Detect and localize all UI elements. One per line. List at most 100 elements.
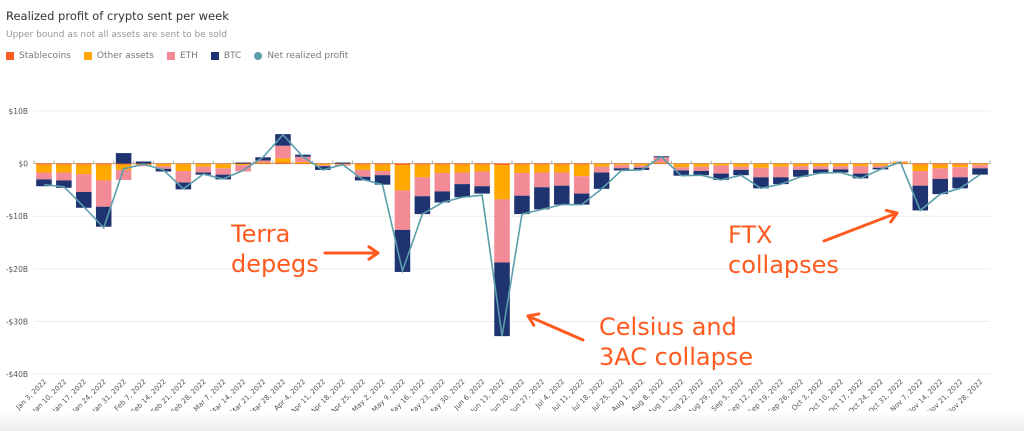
celsius-arrow-icon-head xyxy=(526,312,541,327)
celsius-arrow-icon xyxy=(526,314,585,342)
bar-eth xyxy=(633,165,650,168)
bar-eth xyxy=(494,199,510,263)
bar-other-assets xyxy=(155,164,172,167)
bar-stablecoins xyxy=(374,163,391,165)
annotation-terra-line-2: depegs xyxy=(231,250,319,278)
bar-eth xyxy=(573,176,590,194)
bar-stablecoins xyxy=(474,163,490,165)
bar-btc xyxy=(454,184,470,198)
legend-item-stablecoins[interactable]: Stablecoins xyxy=(6,51,71,61)
bar-other-assets xyxy=(972,164,988,166)
legend: Stablecoins Other assets ETH BTC Net realize… xyxy=(6,51,348,61)
bar-stablecoins xyxy=(613,163,630,165)
bar-btc xyxy=(773,177,789,185)
bar-other-assets xyxy=(713,164,729,166)
bar-stablecoins xyxy=(693,163,709,165)
bar-stablecoins xyxy=(175,163,192,165)
legend-item-eth[interactable]: ETH xyxy=(166,51,198,61)
bar-other-assets xyxy=(215,164,231,169)
bar-stablecoins xyxy=(195,163,212,165)
bar-eth xyxy=(474,171,490,187)
bar-stablecoins xyxy=(633,163,650,165)
bar-other-assets xyxy=(932,164,948,169)
bar-btc xyxy=(275,134,291,146)
bar-btc xyxy=(972,168,988,175)
bottom-shade xyxy=(0,411,1024,431)
bar-btc xyxy=(912,185,929,211)
bar-btc xyxy=(793,169,809,177)
legend-swatch xyxy=(6,52,14,60)
bar-other-assets xyxy=(195,164,212,167)
bar-btc xyxy=(334,162,351,164)
bar-other-assets xyxy=(494,165,510,200)
bar-stablecoins xyxy=(653,163,670,164)
bar-btc xyxy=(434,191,451,203)
bar-btc xyxy=(215,174,231,180)
bar-btc xyxy=(175,182,192,190)
bar-other-assets xyxy=(235,164,251,166)
bar-other-assets xyxy=(693,164,709,167)
bar-btc xyxy=(374,175,391,185)
bar-btc xyxy=(693,170,709,176)
annotation-celsius-line-1: Celsius and xyxy=(599,313,737,341)
ftx-arrow-icon-head xyxy=(884,208,899,224)
bar-eth xyxy=(95,180,112,207)
bar-btc xyxy=(952,177,968,189)
bar-stablecoins xyxy=(95,163,112,165)
bar-other-assets xyxy=(952,164,968,168)
bar-btc xyxy=(36,179,52,187)
bar-other-assets xyxy=(852,164,869,167)
bar-stablecoins xyxy=(773,163,789,165)
bar-eth xyxy=(374,170,391,176)
bar-eth xyxy=(175,170,192,183)
bar-eth xyxy=(773,166,789,178)
bar-btc xyxy=(633,167,650,170)
bar-stablecoins xyxy=(155,163,172,165)
bar-stablecoins xyxy=(354,163,371,165)
bar-eth xyxy=(434,173,451,192)
bar-eth xyxy=(613,165,630,169)
bar-btc xyxy=(95,206,112,227)
annotation-terra-line-1: Terra xyxy=(231,220,291,248)
y-tick-label: -$10B xyxy=(6,212,28,221)
bar-btc xyxy=(135,161,152,164)
bar-eth xyxy=(135,165,152,167)
bar-eth xyxy=(972,165,988,169)
legend-item-net-realized-profit[interactable]: Net realized profit xyxy=(254,51,348,61)
bar-eth xyxy=(653,157,670,163)
bar-eth xyxy=(673,167,690,171)
bar-btc xyxy=(514,195,530,215)
bar-eth xyxy=(812,166,829,170)
legend-swatch xyxy=(210,52,219,60)
bar-stablecoins xyxy=(315,163,331,165)
ftx-arrow-icon xyxy=(822,211,899,243)
legend-item-other-assets[interactable]: Other assets xyxy=(83,51,154,61)
chart-title: Realized profit of crypto sent per week xyxy=(6,9,229,23)
bar-other-assets xyxy=(95,164,112,181)
annotation-celsius: Celsius and 3AC collapse xyxy=(599,312,753,372)
annotation-ftx-line-1: FTX xyxy=(728,221,773,249)
bar-eth xyxy=(932,168,948,179)
legend-label: BTC xyxy=(223,51,242,61)
bar-eth xyxy=(235,165,251,172)
bar-btc xyxy=(315,166,331,170)
bar-stablecoins xyxy=(912,163,929,165)
bar-stablecoins xyxy=(753,163,769,165)
bar-btc xyxy=(573,193,590,205)
bar-other-assets xyxy=(653,162,670,164)
legend-item-btc[interactable]: BTC xyxy=(210,51,242,61)
bar-other-assets xyxy=(434,164,451,174)
bar-btc xyxy=(673,170,690,176)
bar-other-assets xyxy=(514,164,530,174)
bar-other-assets xyxy=(534,164,550,173)
terra-arrow-icon-head xyxy=(367,245,380,261)
bar-stablecoins xyxy=(852,163,869,165)
bar-stablecoins xyxy=(36,163,52,165)
y-tick-label: -$20B xyxy=(6,265,28,274)
y-tick-label: -$30B xyxy=(6,317,28,326)
bar-stablecoins xyxy=(932,163,948,165)
bar-eth xyxy=(793,166,809,170)
bar-other-assets xyxy=(36,164,52,173)
bar-eth xyxy=(872,165,889,168)
